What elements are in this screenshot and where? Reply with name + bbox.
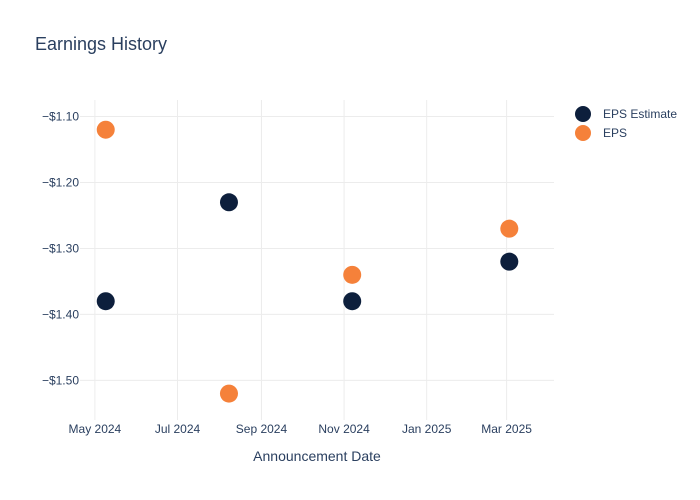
legend-label: EPS: [603, 126, 627, 140]
x-axis-title: Announcement Date: [253, 448, 381, 464]
y-tick-label: −$1.20: [42, 175, 79, 189]
data-points: [96, 120, 519, 403]
data-point-eps[interactable]: [500, 219, 519, 238]
data-point-eps-estimate[interactable]: [96, 292, 115, 311]
y-tick-label: −$1.10: [42, 109, 79, 123]
data-point-eps[interactable]: [96, 120, 115, 139]
legend-label: EPS Estimate: [603, 107, 677, 121]
x-tick-label: Mar 2025: [481, 422, 532, 436]
data-point-eps-estimate[interactable]: [219, 193, 238, 212]
gridlines: [80, 100, 554, 420]
chart-title: Earnings History: [35, 34, 167, 54]
legend-item[interactable]: EPS: [575, 125, 627, 141]
legend[interactable]: EPS Estimate EPS: [575, 106, 677, 141]
data-point-eps-estimate[interactable]: [500, 252, 519, 271]
legend-marker: [575, 125, 591, 141]
data-point-eps-estimate[interactable]: [343, 292, 362, 311]
x-tick-label: Jul 2024: [155, 422, 201, 436]
x-tick-label: Nov 2024: [318, 422, 370, 436]
data-point-eps[interactable]: [219, 384, 238, 403]
x-axis-ticks: May 2024 Jul 2024 Sep 2024 Nov 2024 Jan 2025…: [69, 422, 533, 436]
legend-item[interactable]: EPS Estimate: [575, 106, 677, 122]
y-axis-ticks: −$1.10 −$1.20 −$1.30 −$1.40 −$1.50: [42, 109, 79, 387]
data-point-eps[interactable]: [343, 265, 362, 284]
x-tick-label: Jan 2025: [402, 422, 452, 436]
y-tick-label: −$1.40: [42, 307, 79, 321]
x-tick-label: May 2024: [69, 422, 122, 436]
y-tick-label: −$1.30: [42, 241, 79, 255]
legend-marker: [575, 106, 591, 122]
y-tick-label: −$1.50: [42, 373, 79, 387]
x-tick-label: Sep 2024: [236, 422, 288, 436]
